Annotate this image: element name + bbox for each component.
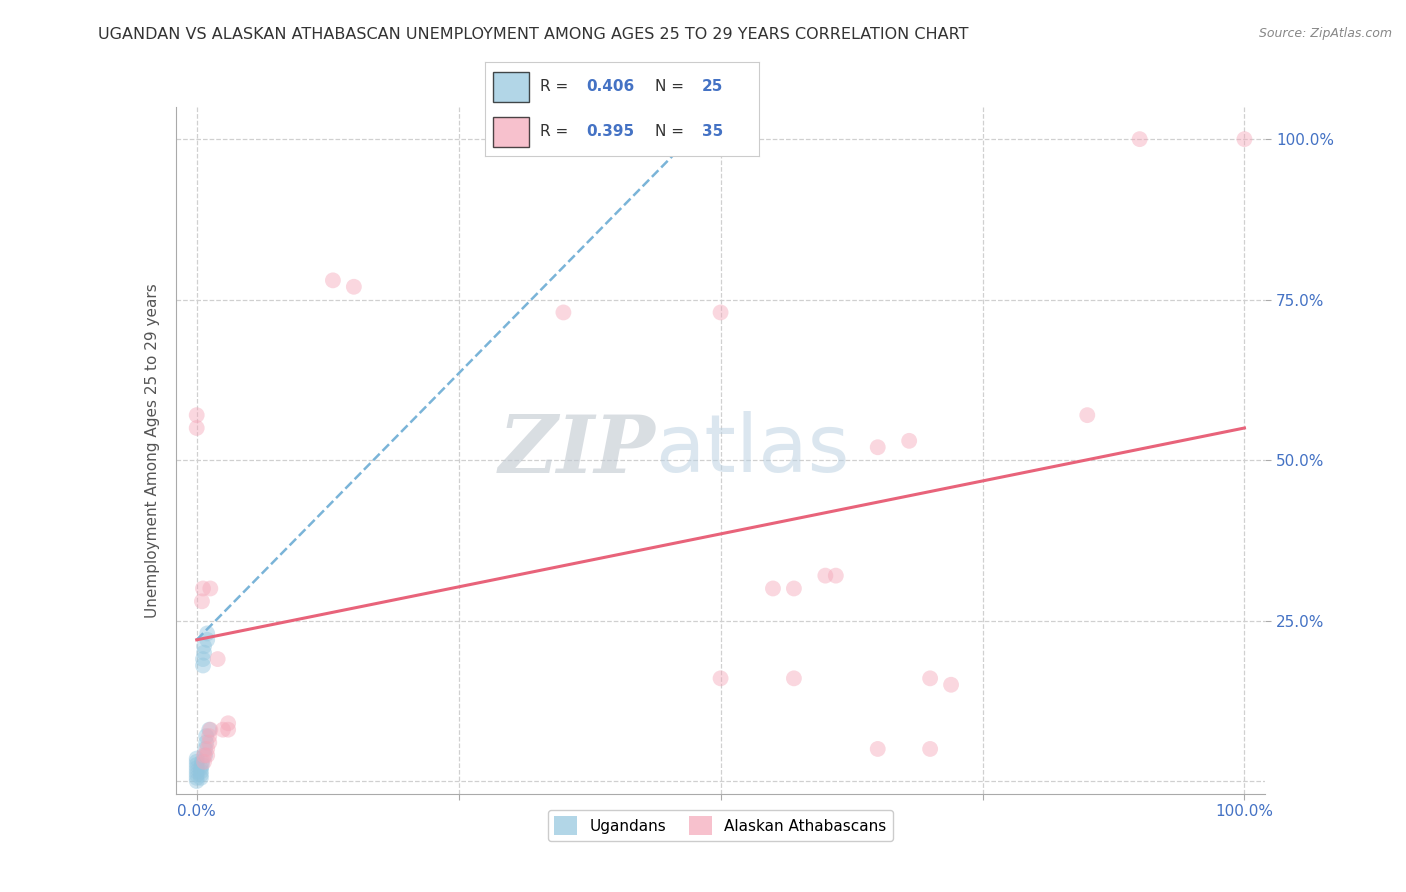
Point (200, 723, 222, 737)
Point (322, 273, 344, 287)
Point (193, 639, 215, 653)
Point (920, 742, 942, 756)
FancyBboxPatch shape (494, 117, 529, 147)
FancyBboxPatch shape (494, 72, 529, 102)
Text: R =: R = (540, 79, 574, 95)
Point (553, 305, 575, 319)
Point (186, 421, 208, 435)
Point (198, 729, 221, 743)
Point (195, 729, 218, 743)
Point (195, 742, 218, 756)
Point (866, 742, 889, 756)
Point (191, 658, 214, 673)
Point (1076, 408, 1098, 422)
Point (190, 771, 212, 785)
Point (217, 723, 239, 737)
Text: ZIP: ZIP (498, 412, 655, 489)
Point (186, 767, 208, 781)
Text: 35: 35 (702, 124, 723, 139)
Point (191, 652, 214, 666)
Text: 0.406: 0.406 (586, 79, 634, 95)
Point (198, 735, 221, 749)
Point (186, 774, 208, 789)
Point (190, 764, 212, 779)
Point (783, 582, 806, 596)
Point (186, 751, 208, 765)
Point (198, 723, 221, 737)
Y-axis label: Unemployment Among Ages 25 to 29 years: Unemployment Among Ages 25 to 29 years (145, 283, 160, 618)
Text: UGANDAN VS ALASKAN ATHABASCAN UNEMPLOYMENT AMONG AGES 25 TO 29 YEARS CORRELATION: UGANDAN VS ALASKAN ATHABASCAN UNEMPLOYME… (98, 27, 969, 42)
Point (191, 594, 214, 608)
Point (709, 671, 731, 685)
Point (920, 671, 942, 685)
Point (1129, 132, 1152, 146)
Point (186, 408, 208, 422)
Point (191, 755, 214, 769)
Point (939, 678, 962, 692)
Text: atlas: atlas (655, 411, 849, 490)
Point (195, 626, 218, 640)
Point (343, 279, 366, 293)
Point (195, 748, 218, 763)
Point (709, 305, 731, 319)
Point (200, 582, 222, 596)
Point (194, 748, 217, 763)
Text: Source: ZipAtlas.com: Source: ZipAtlas.com (1258, 27, 1392, 40)
Point (1233, 132, 1256, 146)
Point (194, 742, 217, 756)
Point (186, 771, 208, 785)
Point (190, 761, 212, 775)
Text: 0.395: 0.395 (586, 124, 634, 139)
Text: N =: N = (655, 79, 689, 95)
Point (217, 716, 239, 731)
Text: R =: R = (540, 124, 574, 139)
Point (186, 758, 208, 772)
Point (212, 723, 235, 737)
Point (866, 440, 889, 454)
Text: N =: N = (655, 124, 689, 139)
Point (207, 652, 229, 666)
Point (824, 568, 846, 582)
Point (195, 632, 218, 647)
Point (193, 748, 215, 763)
Point (186, 755, 208, 769)
Point (186, 761, 208, 775)
Point (195, 735, 218, 749)
Point (783, 671, 806, 685)
Point (193, 755, 215, 769)
Point (762, 582, 785, 596)
Legend: Ugandans, Alaskan Athabascans: Ugandans, Alaskan Athabascans (548, 810, 893, 841)
Point (190, 767, 212, 781)
Point (814, 568, 837, 582)
Point (898, 434, 921, 448)
Point (193, 646, 215, 660)
Point (186, 764, 208, 779)
Point (191, 582, 214, 596)
Text: 25: 25 (702, 79, 723, 95)
Point (191, 758, 214, 772)
